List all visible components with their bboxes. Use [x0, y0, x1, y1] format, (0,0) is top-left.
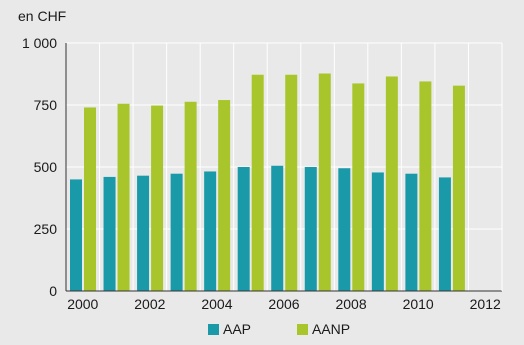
bar-aanp-2000 — [84, 107, 96, 291]
bar-aap-2008 — [338, 168, 351, 291]
bar-aanp-2001 — [117, 103, 130, 291]
bar-aap-2003 — [170, 173, 183, 291]
x-tick-label: 2000 — [67, 296, 98, 312]
y-tick-label: 250 — [34, 221, 58, 237]
bar-aanp-2006 — [285, 74, 298, 291]
grid — [66, 42, 502, 291]
legend-swatch-aanp — [297, 324, 308, 335]
bar-aap-2011 — [438, 177, 451, 291]
bar-aanp-2008 — [352, 83, 365, 291]
bar-aap-2000 — [70, 179, 82, 291]
x-tick-label: 2002 — [134, 296, 165, 312]
bar-aanp-2010 — [419, 81, 432, 291]
legend-label-aap: AAP — [223, 321, 251, 337]
x-tick-label: 2010 — [403, 296, 434, 312]
bar-aap-2006 — [271, 165, 284, 291]
bar-aap-2002 — [137, 175, 150, 291]
axes: 0 250 500 750 1 000 2000 2002 2004 2006 2008 2010 2… — [22, 35, 503, 312]
bar-aap-2004 — [204, 171, 217, 291]
legend-swatch-aap — [208, 324, 219, 335]
x-tick-label: 2012 — [470, 296, 501, 312]
legend: AAP AANP — [208, 321, 350, 337]
bar-aap-2007 — [304, 167, 317, 291]
x-tick-label: 2004 — [201, 296, 232, 312]
bar-aanp-2005 — [251, 74, 264, 291]
y-tick-label: 750 — [34, 97, 58, 113]
bar-aanp-2009 — [385, 76, 398, 291]
x-tick-label: 2008 — [335, 296, 366, 312]
unit-label: en CHF — [18, 8, 66, 24]
bar-aap-2009 — [371, 172, 384, 291]
bar-aanp-2002 — [151, 105, 164, 291]
y-tick-label: 0 — [49, 283, 57, 299]
bar-aanp-2011 — [452, 85, 465, 291]
y-tick-label: 1 000 — [22, 35, 57, 51]
bar-aanp-2007 — [318, 73, 331, 291]
x-tick-label: 2006 — [268, 296, 299, 312]
legend-label-aanp: AANP — [312, 321, 350, 337]
bar-aap-2001 — [103, 176, 116, 291]
bars — [70, 73, 465, 291]
y-tick-label: 500 — [34, 159, 58, 175]
bar-aap-2005 — [237, 167, 250, 291]
bar-aanp-2004 — [218, 100, 231, 291]
bar-aanp-2003 — [184, 101, 197, 291]
bar-aap-2010 — [405, 173, 418, 291]
